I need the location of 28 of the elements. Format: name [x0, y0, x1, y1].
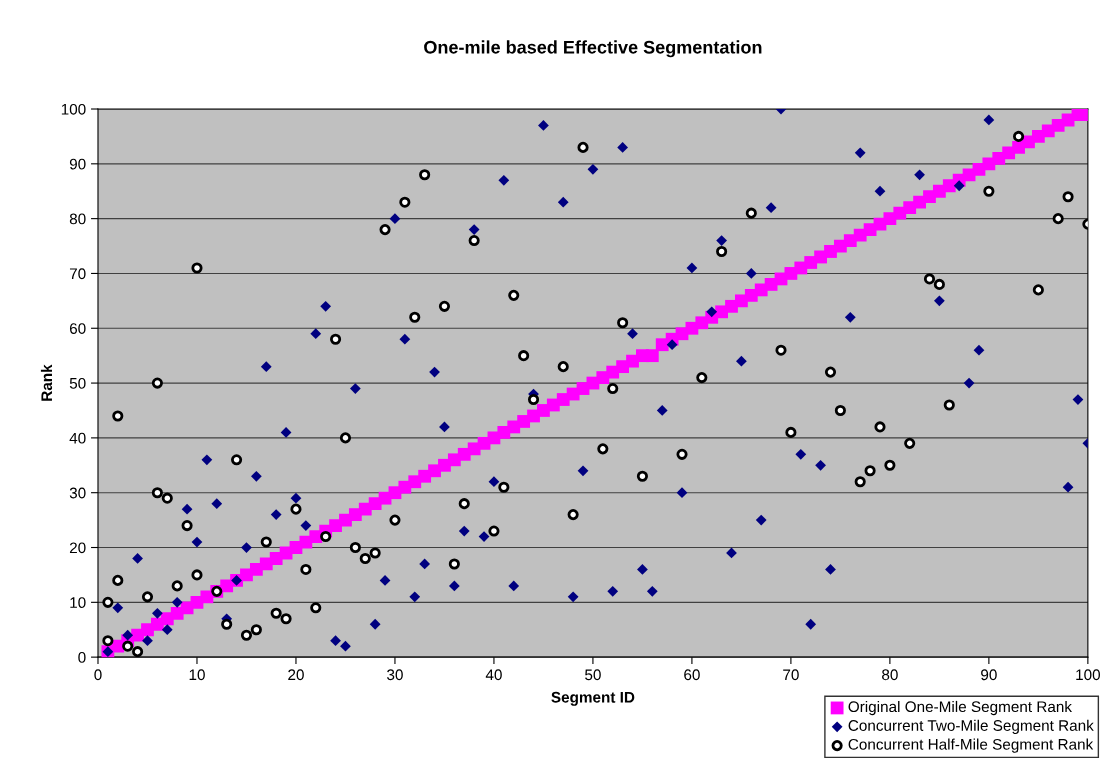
x-tick-label: 60: [684, 669, 700, 681]
legend-label: Concurrent Half-Mile Segment Rank: [848, 738, 1094, 753]
x-axis-title: Segment ID: [551, 691, 635, 706]
y-tick-label: 20: [69, 542, 86, 554]
x-tick-label: 80: [882, 669, 898, 681]
y-tick-label: 40: [69, 432, 86, 444]
legend-label: Concurrent Two-Mile Segment Rank: [848, 719, 1094, 734]
x-tick-label: 30: [387, 669, 403, 681]
x-tick-label: 40: [485, 669, 502, 681]
x-tick-label: 100: [1076, 669, 1101, 681]
y-axis-title: Rank: [40, 364, 53, 401]
y-tick-label: 100: [61, 103, 86, 115]
y-tick-label: 70: [69, 268, 86, 280]
x-tick-label: 70: [783, 669, 799, 681]
y-tick-label: 80: [69, 213, 86, 225]
y-tick-label: 10: [70, 597, 86, 609]
chart-title: One-mile based Effective Segmentation: [424, 40, 762, 58]
x-tick-label: 10: [189, 669, 205, 681]
x-tick-label: 20: [288, 669, 304, 681]
x-tick-label: 50: [585, 669, 601, 681]
x-tick-label: 90: [981, 669, 997, 681]
y-tick-label: 0: [78, 652, 86, 663]
legend-label: Original One-Mile Segment Rank: [848, 700, 1073, 716]
y-tick-label: 60: [69, 323, 86, 334]
y-tick-label: 50: [69, 377, 86, 389]
x-tick-label: 0: [94, 669, 102, 681]
y-tick-label: 30: [69, 487, 86, 499]
y-tick-label: 90: [69, 158, 86, 170]
